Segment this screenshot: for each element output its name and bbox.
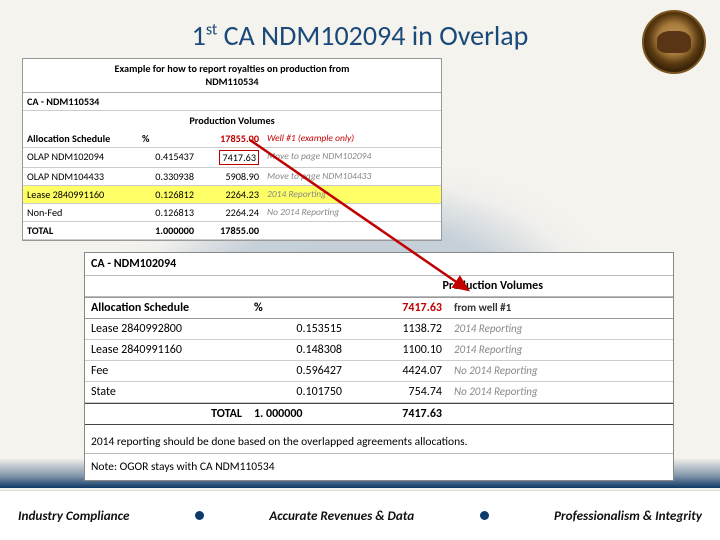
panel2-col2: % — [248, 298, 348, 318]
allocation-pct: 0.596427 — [248, 361, 348, 381]
footer-left: Industry Compliance — [18, 507, 129, 524]
panel1-col2: % — [138, 130, 198, 147]
allocation-pct: 0.415437 — [138, 148, 198, 167]
footer-right: Professionalism & Integrity — [554, 507, 702, 524]
panel1-data-row: Non-Fed0.1268132264.24No 2014 Reporting — [23, 204, 441, 222]
allocation-name: OLAP NDM102094 — [23, 148, 138, 167]
allocation-name: Fee — [85, 361, 248, 381]
panel2-total-pct: 1. 000000 — [248, 404, 348, 424]
panel2-note1: 2014 reporting should be done based on t… — [85, 425, 673, 453]
allocation-name: Lease 2840992800 — [85, 319, 248, 339]
allocation-pct: 0.126813 — [138, 204, 198, 221]
allocation-pct: 0.330938 — [138, 168, 198, 185]
allocation-name: Non-Fed — [23, 204, 138, 221]
allocation-value: 7417.63 — [198, 148, 263, 167]
allocation-pct: 0.148308 — [248, 340, 348, 360]
example-panel-ndm110534: Example for how to report royalties on p… — [22, 58, 442, 241]
allocation-value: 1100.10 — [348, 340, 448, 360]
panel2-data-row: Fee0.5964274424.07No 2014 Reporting — [85, 361, 673, 382]
allocation-value: 4424.07 — [348, 361, 448, 381]
allocation-name: State — [85, 382, 248, 402]
panel2-col1: Allocation Schedule — [85, 298, 248, 318]
panel1-total-row: TOTAL 1.000000 17855.00 — [23, 222, 441, 240]
panel1-well-value: 17855.00 — [198, 130, 263, 147]
panel2-data-row: Lease 28409911600.1483081100.102014 Repo… — [85, 340, 673, 361]
panel2-prod-header: Production Volumes — [85, 276, 673, 297]
example-header: Example for how to report royalties on p… — [23, 59, 441, 93]
footer-dot-icon — [480, 511, 489, 520]
allocation-note: 2014 Reporting — [448, 319, 673, 339]
panel1-col1: Allocation Schedule — [23, 130, 138, 147]
panel1-prod-header: Production Volumes — [23, 111, 441, 130]
seal-icon — [657, 31, 691, 53]
panel2-total-label: TOTAL — [85, 404, 248, 424]
panel2-data-row: State0.101750754.74No 2014 Reporting — [85, 382, 673, 403]
allocation-value: 754.74 — [348, 382, 448, 402]
footer-mid: Accurate Revenues & Data — [269, 507, 414, 524]
panel1-total-pct: 1.000000 — [138, 222, 198, 239]
dept-seal-logo — [642, 10, 706, 74]
allocation-note: Move to page NDM104433 — [263, 168, 441, 185]
slide-title: 1st CA NDM102094 in Overlap — [192, 18, 529, 53]
panel2-title: CA - NDM102094 — [85, 253, 673, 276]
panel2-column-headers: Allocation Schedule % 7417.63 from well … — [85, 297, 673, 319]
allocation-value: 2264.24 — [198, 204, 263, 221]
panel2-from-value: 7417.63 — [348, 298, 448, 318]
panel1-data-row: OLAP NDM1044330.3309385908.90Move to pag… — [23, 168, 441, 186]
allocation-name: OLAP NDM104433 — [23, 168, 138, 185]
allocation-value: 5908.90 — [198, 168, 263, 185]
panel1-total-label: TOTAL — [23, 222, 138, 239]
allocation-pct: 0.153515 — [248, 319, 348, 339]
panel1-data-row: Lease 28409911600.1268122264.232014 Repo… — [23, 186, 441, 204]
footer-dot-icon — [195, 511, 204, 520]
panel2-total-val: 7417.63 — [348, 404, 448, 424]
panel1-column-headers: Allocation Schedule % 17855.00 Well #1 (… — [23, 130, 441, 148]
allocation-value: 1138.72 — [348, 319, 448, 339]
allocation-note: No 2014 Reporting — [263, 204, 441, 221]
panel1-well-note: Well #1 (example only) — [263, 130, 441, 147]
panel2-total-row: TOTAL 1. 000000 7417.63 — [85, 403, 673, 425]
panel2-data-row: Lease 28409928000.1535151138.722014 Repo… — [85, 319, 673, 340]
example-header-l2: NDM110534 — [205, 75, 258, 88]
allocation-pct: 0.101750 — [248, 382, 348, 402]
panel1-data-row: OLAP NDM1020940.4154377417.63Move to pag… — [23, 148, 441, 168]
panel1-subtitle: CA - NDM110534 — [23, 93, 138, 110]
allocation-pct: 0.126812 — [138, 186, 198, 203]
allocation-note: No 2014 Reporting — [448, 361, 673, 381]
allocation-panel-ndm102094: CA - NDM102094 Production Volumes Alloca… — [84, 252, 674, 481]
allocation-value: 2264.23 — [198, 186, 263, 203]
allocation-note: 2014 Reporting — [263, 186, 441, 203]
allocation-note: Move to page NDM102094 — [263, 148, 441, 167]
allocation-name: Lease 2840991160 — [85, 340, 248, 360]
allocation-name: Lease 2840991160 — [23, 186, 138, 203]
allocation-note: No 2014 Reporting — [448, 382, 673, 402]
panel2-note2: Note: OGOR stays with CA NDM110534 — [85, 453, 673, 480]
panel2-from-note: from well #1 — [448, 298, 673, 318]
panel1-total-val: 17855.00 — [198, 222, 263, 239]
example-header-l1: Example for how to report royalties on p… — [115, 62, 350, 75]
allocation-note: 2014 Reporting — [448, 340, 673, 360]
footer-bar: Industry Compliance Accurate Revenues & … — [0, 490, 720, 540]
